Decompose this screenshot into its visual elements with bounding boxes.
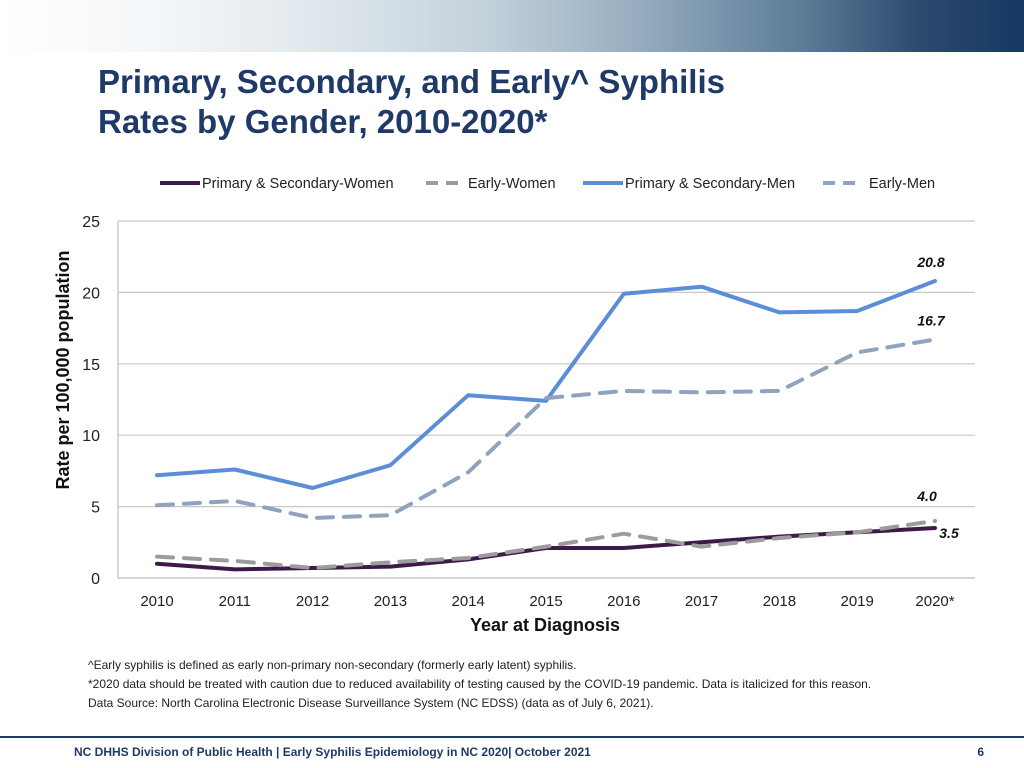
y-tick-label: 0 xyxy=(91,571,100,588)
y-tick-label: 25 xyxy=(82,214,100,231)
x-tick-label: 2010 xyxy=(140,593,173,610)
footer-text: NC DHHS Division of Public Health | Earl… xyxy=(74,745,591,759)
x-tick-label: 2016 xyxy=(607,593,640,610)
x-tick-label: 2018 xyxy=(763,593,796,610)
data-label-early-women: 4.0 xyxy=(916,488,937,504)
data-label-primary-secondary-women: 3.5 xyxy=(939,525,959,541)
data-label-primary-secondary-men: 20.8 xyxy=(916,254,944,270)
legend-label-primary-secondary-men: Primary & Secondary-Men xyxy=(625,176,795,192)
y-tick-label: 10 xyxy=(82,428,100,445)
y-tick-label: 20 xyxy=(82,285,100,302)
slide-title: Primary, Secondary, and Early^ Syphilis … xyxy=(98,63,725,140)
header-gradient-band xyxy=(0,0,1024,52)
y-tick-label: 15 xyxy=(82,357,100,374)
footnote-data-source: Data Source: North Carolina Electronic D… xyxy=(88,696,654,710)
footnote-early-definition: ^Early syphilis is defined as early non-… xyxy=(88,658,577,672)
legend-label-primary-secondary-women: Primary & Secondary-Women xyxy=(202,176,394,192)
x-tick-label: 2020* xyxy=(915,593,954,610)
x-tick-label: 2017 xyxy=(685,593,718,610)
x-tick-label: 2011 xyxy=(219,593,251,610)
series-line-early-men xyxy=(155,337,937,520)
footnotes: ^Early syphilis is defined as early non-… xyxy=(88,656,988,713)
x-tick-label: 2019 xyxy=(841,593,874,610)
y-axis-title: Rate per 100,000 population xyxy=(53,250,73,489)
data-label-early-men: 16.7 xyxy=(917,313,945,329)
x-axis-title: Year at Diagnosis xyxy=(470,615,620,635)
legend-label-early-women: Early-Women xyxy=(468,176,556,192)
series-line-early-women xyxy=(155,518,937,570)
series-line-primary-secondary-men xyxy=(155,279,937,490)
page-number: 6 xyxy=(977,745,984,759)
footer-divider xyxy=(0,736,1024,738)
x-tick-label: 2015 xyxy=(529,593,562,610)
x-tick-label: 2012 xyxy=(296,593,329,610)
y-tick-label: 5 xyxy=(91,500,100,517)
x-tick-label: 2014 xyxy=(452,593,485,610)
legend-label-early-men: Early-Men xyxy=(869,176,935,192)
x-tick-label: 2013 xyxy=(374,593,407,610)
footnote-2020-caution: *2020 data should be treated with cautio… xyxy=(88,677,872,691)
line-chart: 0 5 10 15 20 25 2010 2011 2012 2013 2014 2015 2016 20… xyxy=(53,176,975,635)
